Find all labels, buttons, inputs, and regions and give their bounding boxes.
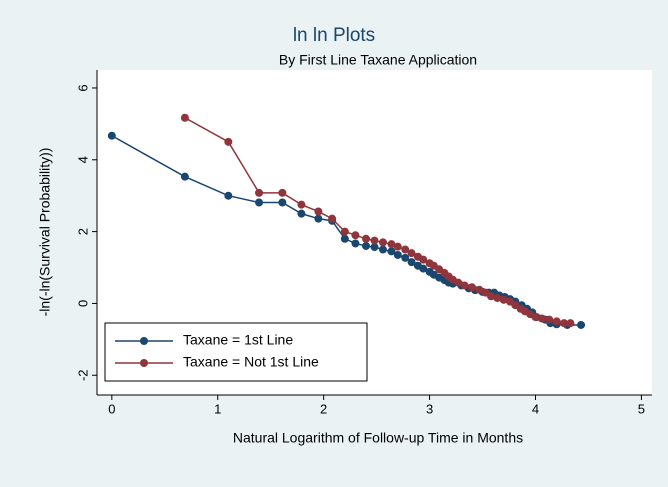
legend: Taxane = 1st Line Taxane = Not 1st Line bbox=[104, 322, 368, 382]
chart-subtitle: By First Line Taxane Application bbox=[279, 52, 477, 68]
data-point bbox=[255, 188, 264, 197]
data-point bbox=[180, 172, 189, 181]
data-point bbox=[255, 198, 264, 207]
data-point bbox=[224, 137, 233, 146]
data-point bbox=[328, 214, 337, 223]
data-point bbox=[401, 253, 410, 262]
data-point bbox=[407, 249, 416, 258]
data-point bbox=[467, 283, 476, 292]
data-point bbox=[531, 313, 540, 322]
legend-marker bbox=[140, 337, 148, 345]
legend-label: Taxane = 1st Line bbox=[183, 332, 293, 348]
data-point bbox=[180, 113, 189, 122]
data-point bbox=[378, 245, 387, 254]
data-point bbox=[224, 191, 233, 200]
data-point bbox=[393, 250, 402, 259]
data-point bbox=[560, 319, 569, 328]
x-tick-label: 4 bbox=[532, 401, 539, 416]
data-point bbox=[487, 292, 496, 301]
data-point bbox=[370, 243, 379, 252]
data-point bbox=[351, 231, 360, 240]
y-axis-title: -ln(-ln(Survival Probability)) bbox=[37, 148, 53, 317]
data-point bbox=[297, 209, 306, 218]
data-point bbox=[454, 278, 463, 287]
data-point bbox=[107, 131, 116, 140]
legend-marker bbox=[140, 359, 148, 367]
data-point bbox=[297, 200, 306, 209]
x-tick-label: 3 bbox=[426, 401, 433, 416]
data-point bbox=[314, 207, 323, 216]
data-point bbox=[362, 234, 371, 243]
x-axis-title: Natural Logarithm of Follow-up Time in M… bbox=[233, 430, 523, 446]
data-point bbox=[314, 214, 323, 223]
data-point bbox=[419, 264, 428, 273]
data-point bbox=[401, 245, 410, 254]
data-point bbox=[393, 242, 402, 251]
x-tick-label: 2 bbox=[320, 401, 327, 416]
x-tick-label: 0 bbox=[108, 401, 115, 416]
data-point bbox=[419, 255, 428, 264]
y-tick-label: 0 bbox=[75, 300, 90, 307]
legend-box bbox=[104, 322, 368, 382]
data-point bbox=[340, 234, 349, 243]
x-tick-label: 5 bbox=[638, 401, 645, 416]
data-point bbox=[278, 198, 287, 207]
data-point bbox=[362, 241, 371, 250]
y-tick-label: 4 bbox=[75, 156, 90, 163]
data-point bbox=[499, 295, 508, 304]
data-point bbox=[387, 247, 396, 256]
data-point bbox=[340, 227, 349, 236]
data-point bbox=[552, 317, 561, 326]
data-point bbox=[545, 315, 554, 324]
y-tick-label: -2 bbox=[75, 369, 90, 381]
data-point bbox=[370, 236, 379, 245]
data-point bbox=[387, 240, 396, 249]
y-tick-label: 2 bbox=[75, 228, 90, 235]
data-point bbox=[577, 320, 586, 329]
data-point bbox=[378, 238, 387, 247]
x-tick-label: 1 bbox=[214, 401, 221, 416]
data-point bbox=[493, 294, 502, 303]
data-point bbox=[407, 258, 416, 267]
data-point bbox=[460, 281, 469, 290]
chart-title: ln ln Plots bbox=[293, 25, 375, 46]
data-point bbox=[351, 239, 360, 248]
data-point bbox=[475, 285, 484, 294]
legend-label: Taxane = Not 1st Line bbox=[183, 354, 319, 370]
data-point bbox=[278, 188, 287, 197]
data-point bbox=[566, 319, 575, 328]
data-point bbox=[537, 314, 546, 323]
y-tick-label: 6 bbox=[75, 84, 90, 91]
